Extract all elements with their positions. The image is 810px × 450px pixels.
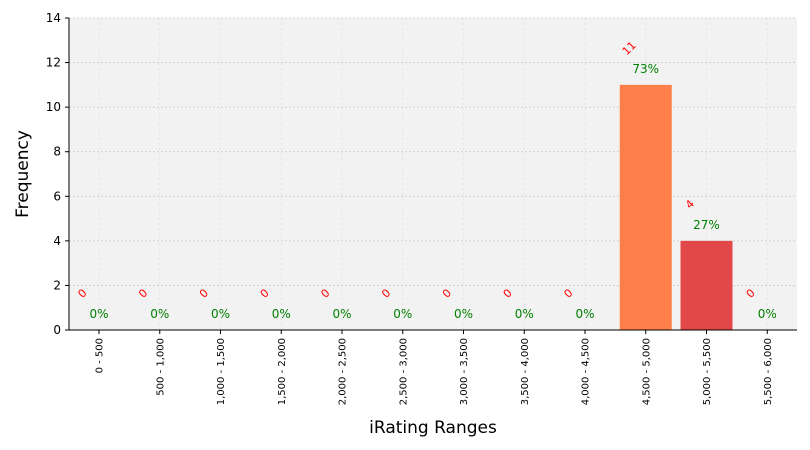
y-tick-label: 0	[53, 323, 61, 337]
percent-label: 0%	[89, 307, 108, 321]
x-tick-label: 2,500 - 3,000	[398, 338, 409, 405]
percent-label: 73%	[632, 62, 659, 76]
x-tick-label: 3,500 - 4,000	[520, 338, 531, 405]
x-tick-label: 2,000 - 2,500	[338, 338, 349, 405]
percent-label: 0%	[150, 307, 169, 321]
percent-label: 0%	[272, 307, 291, 321]
x-tick-label: 500 - 1,000	[155, 338, 166, 396]
y-tick-label: 6	[53, 189, 61, 203]
percent-label: 0%	[454, 307, 473, 321]
percent-label: 0%	[211, 307, 230, 321]
percent-label: 27%	[693, 218, 720, 232]
x-tick-label: 1,500 - 2,000	[277, 338, 288, 405]
y-tick-label: 14	[46, 11, 61, 25]
y-tick-label: 8	[53, 145, 61, 159]
x-tick-label: 5,000 - 5,500	[702, 338, 713, 405]
x-tick-label: 3,000 - 3,500	[459, 338, 470, 405]
y-tick-label: 4	[53, 234, 61, 248]
y-axis-title: Frequency	[13, 130, 33, 218]
percent-label: 0%	[758, 307, 777, 321]
x-tick-label: 5,500 - 6,000	[763, 338, 774, 405]
x-axis-title: iRating Ranges	[369, 418, 497, 438]
percent-label: 0%	[332, 307, 351, 321]
x-tick-label: 0 - 500	[95, 338, 106, 373]
percent-label: 0%	[515, 307, 534, 321]
x-tick-label: 1,000 - 1,500	[216, 338, 227, 405]
x-tick-label: 4,000 - 4,500	[581, 338, 592, 405]
x-tick-label: 4,500 - 5,000	[641, 338, 652, 405]
bar	[680, 240, 733, 330]
percent-label: 0%	[393, 307, 412, 321]
plot-area	[69, 18, 797, 330]
y-tick-label: 12	[46, 56, 61, 70]
bars	[619, 84, 733, 330]
percent-label: 0%	[575, 307, 594, 321]
grid	[69, 17, 797, 331]
y-tick-label: 2	[53, 278, 61, 292]
y-tick-label: 10	[46, 100, 61, 114]
bar	[619, 84, 672, 330]
